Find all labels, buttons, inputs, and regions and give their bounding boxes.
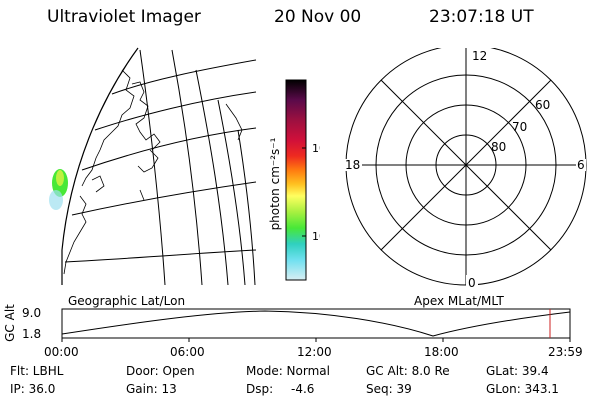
dsp-label: Dsp: [246, 382, 274, 396]
door-readout: Door: Open [126, 364, 195, 378]
apex-panel-label: Apex MLat/MLT [414, 294, 504, 308]
mlt-label-12: 12 [472, 49, 487, 63]
gc-alt-readout: GC Alt: 8.0 Re [366, 364, 450, 378]
altitude-ylabel: GC Alt [3, 304, 17, 342]
time-tick-1200: 12:00 [297, 345, 332, 359]
mlt-label-0: 0 [468, 276, 476, 288]
filter-readout: Flt: LBHL [10, 364, 64, 378]
altitude-plot [61, 308, 571, 342]
mlt-label-18: 18 [345, 158, 360, 172]
altitude-ytick-1-8: 1.8 [22, 327, 42, 341]
colorbar: 100 10 [285, 79, 320, 281]
time-tick-1800: 18:00 [424, 345, 459, 359]
altitude-ytick-9: 9.0 [22, 306, 42, 320]
mlt-label-6: 6 [577, 158, 585, 172]
colorbar-unit-label: photon cm⁻²s⁻¹ [268, 137, 282, 231]
lat-label-70: 70 [512, 120, 527, 134]
time-label: 23:07:18 UT [429, 7, 534, 27]
lat-label-60: 60 [535, 98, 550, 112]
time-tick-2359: 23:59 [548, 345, 583, 359]
geographic-panel-label: Geographic Lat/Lon [68, 294, 186, 308]
dsp-value: -4.6 [291, 382, 315, 396]
colorbar-tick-100: 100 [312, 142, 320, 155]
colorbar-tick-10: 10 [312, 230, 320, 243]
gain-readout: Gain: 13 [126, 382, 177, 396]
time-tick-0600: 06:00 [170, 345, 205, 359]
instrument-title: Ultraviolet Imager [47, 7, 201, 27]
polar-mlt-plot: 12 18 6 0 60 70 80 [344, 48, 587, 288]
colorbar-scale [285, 79, 307, 281]
mode-readout: Mode: Normal [246, 364, 330, 378]
glon-readout: GLon: 343.1 [486, 382, 559, 396]
seq-readout: Seq: 39 [366, 382, 412, 396]
altitude-curve [61, 310, 571, 337]
ip-readout: IP: 36.0 [10, 382, 56, 396]
lat-label-80: 80 [491, 140, 506, 154]
date-label: 20 Nov 00 [274, 7, 362, 27]
geographic-map [49, 47, 257, 286]
glat-readout: GLat: 39.4 [486, 364, 549, 378]
time-tick-0000: 00:00 [44, 345, 79, 359]
